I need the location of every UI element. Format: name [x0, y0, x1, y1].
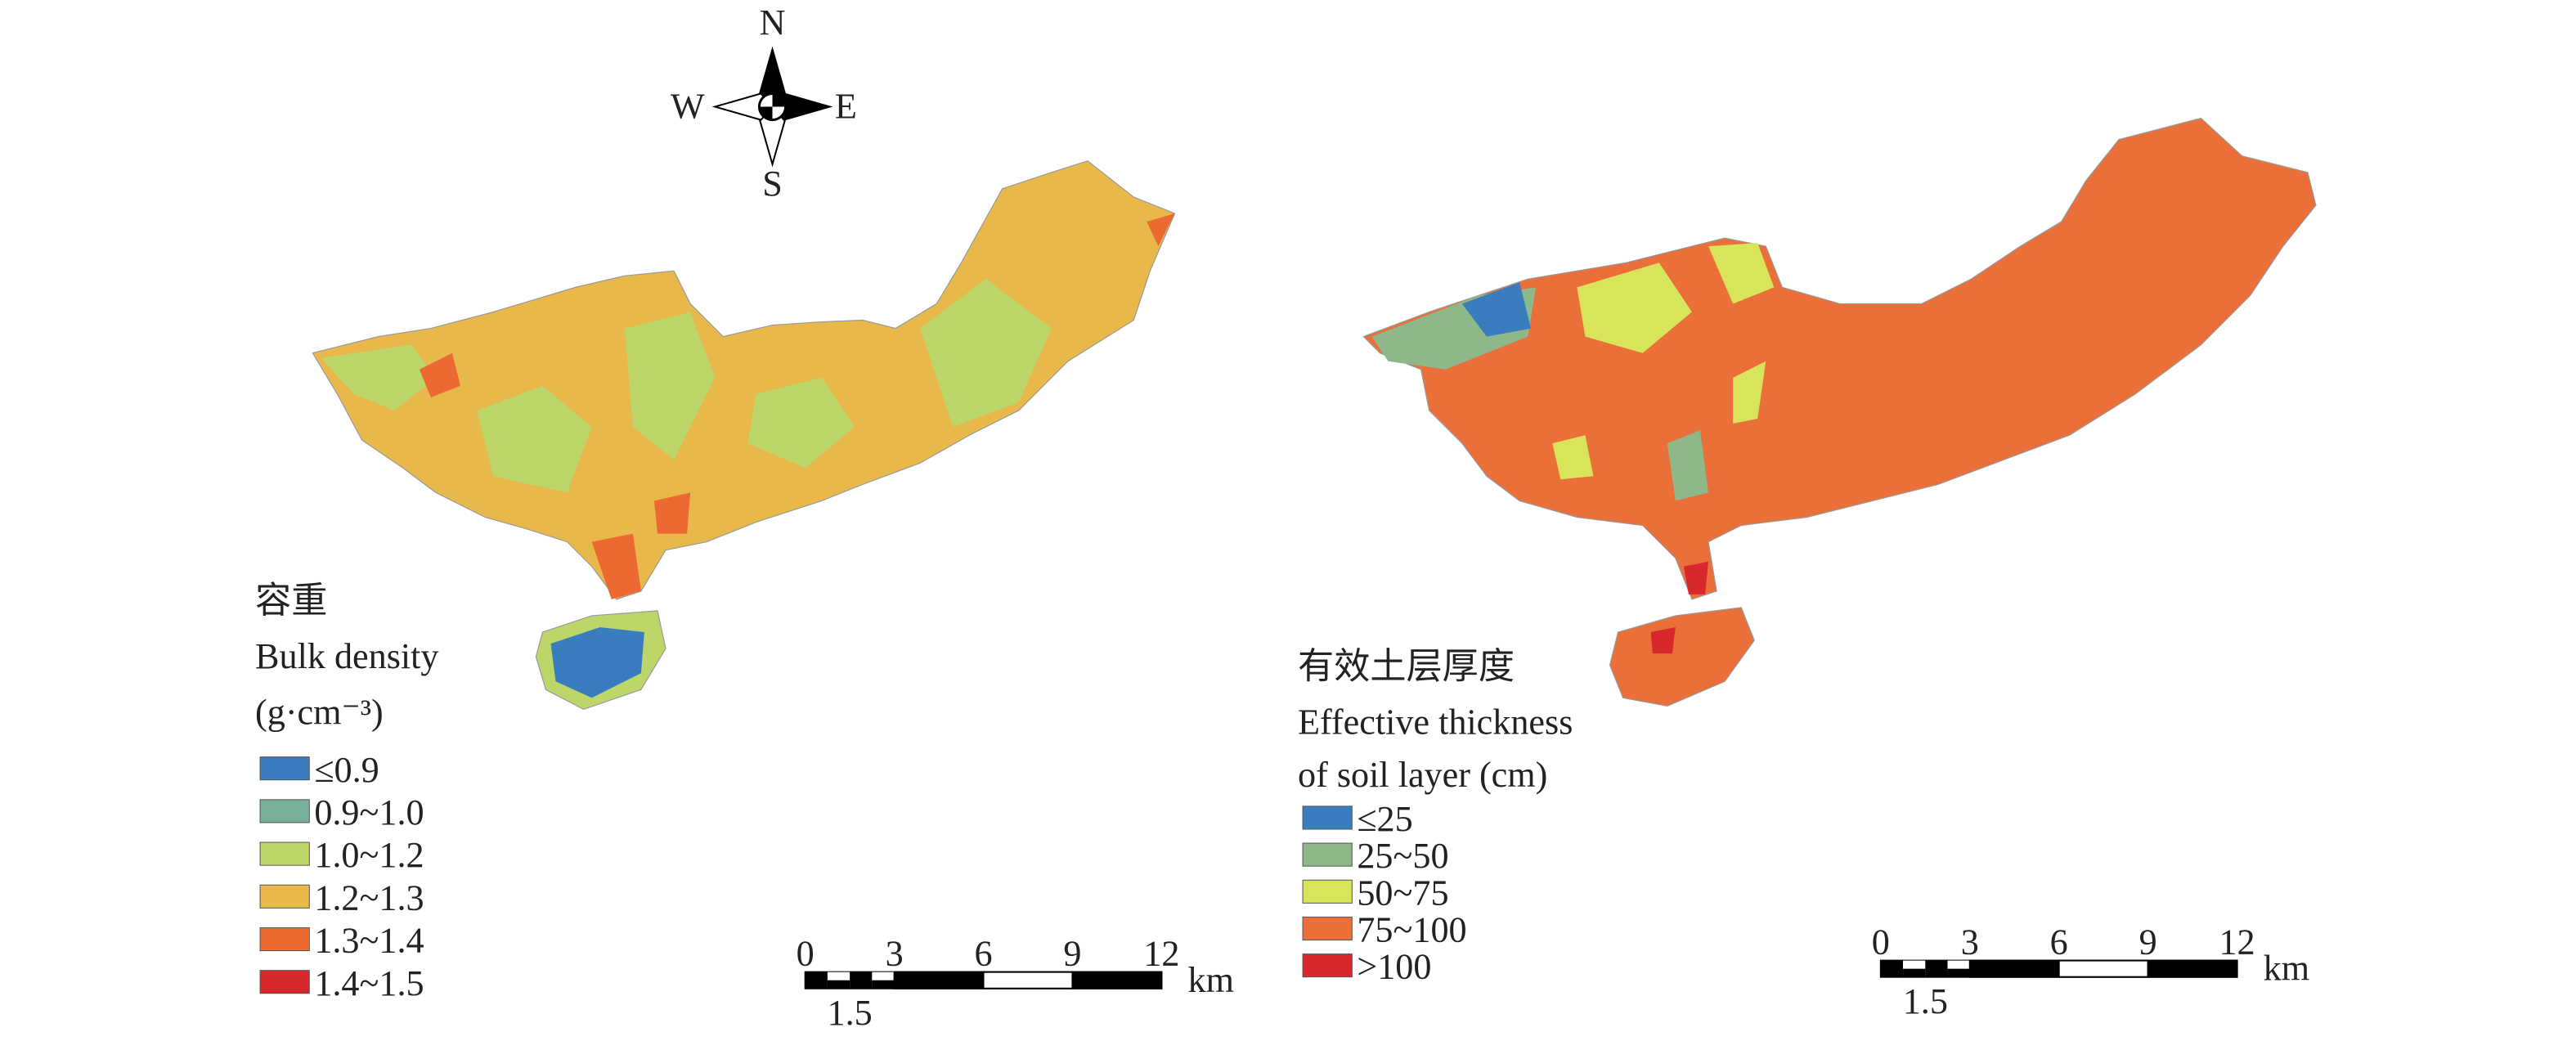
- scale-tick-label: 12: [2219, 922, 2255, 962]
- patch: [1733, 361, 1766, 424]
- legend-swatch: [259, 799, 310, 823]
- compass-label: N: [760, 2, 786, 43]
- legend-title: Bulk density: [255, 636, 438, 676]
- scale-bar-segment: [2058, 959, 2149, 978]
- legend-label: 1.0~1.2: [314, 835, 424, 875]
- legend-label: 50~75: [1357, 873, 1448, 913]
- legend-swatch: [1302, 954, 1353, 978]
- scale-tick-label: 0: [797, 934, 815, 974]
- scale-tick-label: 6: [974, 934, 992, 974]
- scale-bar-segment: [1947, 960, 1970, 969]
- legend-label: ≤0.9: [314, 750, 379, 790]
- patch: [1667, 430, 1709, 501]
- scale-tick-label: 0: [1872, 922, 1890, 962]
- legend-label: ≤25: [1357, 799, 1412, 839]
- mainland: [312, 160, 1176, 600]
- scale-bar-segment: [1925, 960, 1948, 977]
- patch: [1577, 262, 1692, 353]
- scale-sub-tick: 1.5: [1903, 981, 1948, 1021]
- legend-label: >100: [1357, 947, 1431, 987]
- legend-swatch: [259, 841, 310, 866]
- legend-label: 1.4~1.5: [314, 963, 424, 1003]
- compass-label: E: [835, 87, 857, 127]
- patch: [321, 344, 436, 411]
- legend-swatch: [259, 927, 310, 952]
- scale-bar-segment: [1968, 959, 2060, 978]
- legend-swatch: [259, 970, 310, 994]
- scale-bar-segment: [872, 971, 895, 980]
- scale-bar-segment: [1880, 960, 1904, 977]
- legend-swatch: [259, 884, 310, 909]
- scale-bar-segment: [1947, 968, 1970, 977]
- scale-tick-label: 12: [1143, 934, 1179, 974]
- patch: [653, 492, 691, 534]
- scale-tick-label: 6: [2050, 922, 2068, 962]
- legend-title: 容重: [255, 581, 327, 621]
- scale-bar-segment: [850, 971, 873, 989]
- legend-label: 1.3~1.4: [314, 921, 424, 961]
- patch: [624, 312, 716, 460]
- scale-bar-segment: [1903, 960, 1926, 969]
- patch: [747, 377, 855, 469]
- bulk-density-map: [312, 160, 1176, 711]
- legend-title: of soil layer (cm): [1298, 755, 1547, 795]
- legend-swatch: [1302, 805, 1353, 830]
- scale-bar-segment: [827, 980, 850, 989]
- patch: [920, 279, 1052, 428]
- patch: [1552, 435, 1594, 480]
- legend-swatch: [1302, 842, 1353, 867]
- legend-title: (g·cm⁻³): [255, 692, 384, 732]
- patch: [419, 352, 461, 397]
- scale-unit: km: [1188, 960, 1234, 1000]
- scale-tick-label: 9: [2139, 922, 2157, 962]
- legend-label: 0.9~1.0: [314, 792, 424, 832]
- scale-bar-segment: [893, 971, 985, 989]
- scale-bar-segment: [982, 971, 1074, 989]
- compass-center: [759, 93, 786, 120]
- island-patch: [1650, 627, 1676, 654]
- legend-swatch: [259, 756, 310, 781]
- scale-tick-label: 9: [1063, 934, 1081, 974]
- scale-bar-segment: [872, 980, 895, 989]
- legend-title: 有效土层厚度: [1298, 646, 1515, 686]
- patch: [1461, 282, 1532, 337]
- patch: [1147, 213, 1175, 247]
- scale-unit: km: [2264, 949, 2309, 989]
- scale-bar-segment: [827, 971, 850, 980]
- island-patch: [550, 627, 644, 698]
- legend-label: 25~50: [1357, 836, 1448, 876]
- compass-label: S: [762, 164, 783, 204]
- compass: N S W E: [671, 2, 857, 204]
- compass-label: W: [671, 87, 705, 127]
- scale-bar-segment: [805, 971, 828, 989]
- patch: [1683, 561, 1709, 595]
- scale-bar-segment: [1903, 968, 1926, 977]
- legend-label: 1.2~1.3: [314, 877, 424, 918]
- scale-tick-label: 3: [1961, 922, 1979, 962]
- scale-bar-segment: [1071, 971, 1163, 989]
- island: [1609, 607, 1755, 707]
- scale-bar-segment: [2147, 959, 2238, 978]
- thickness-map: [1362, 117, 2317, 707]
- patch: [1708, 243, 1775, 304]
- legend-label: 75~100: [1357, 910, 1466, 950]
- patch: [477, 385, 592, 493]
- mainland: [1362, 117, 2317, 600]
- legend-title: Effective thickness: [1298, 702, 1573, 743]
- patch: [591, 533, 641, 599]
- scale-tick-label: 3: [886, 934, 904, 974]
- scale-sub-tick: 1.5: [828, 993, 873, 1033]
- legend-swatch: [1302, 916, 1353, 941]
- legend-swatch: [1302, 879, 1353, 904]
